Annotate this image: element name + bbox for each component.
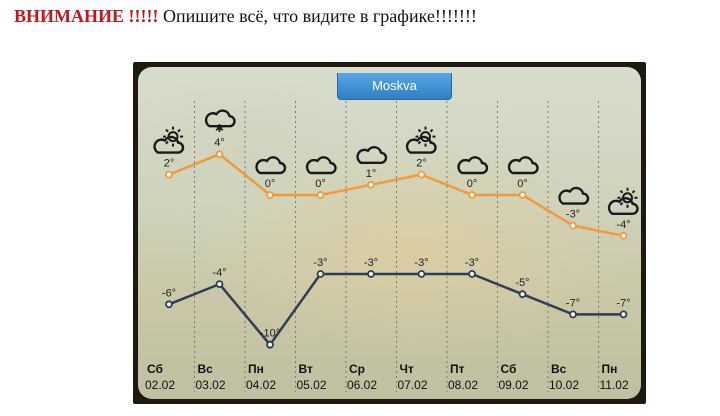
low-temp-label: -4° [212, 267, 226, 279]
high-temp-point [367, 180, 375, 189]
low-temp-line [168, 272, 624, 346]
day-label: Пн [602, 362, 618, 376]
low-temp-point [468, 270, 476, 278]
cloud-icon [305, 156, 337, 175]
low-temp-label: -3° [414, 257, 428, 269]
partly-sunny-icon [405, 126, 437, 154]
day-label: Чт [400, 362, 414, 376]
date-label: 02.02 [145, 378, 175, 392]
low-temp-label: -7° [566, 297, 580, 309]
low-temp-point [619, 310, 628, 319]
low-temp-label: -10° [260, 328, 280, 340]
day-label: Пт [450, 362, 465, 376]
low-temp-label: -3° [465, 257, 479, 269]
high-temp-point [165, 170, 173, 179]
cloud-icon [507, 156, 539, 175]
low-temp-point [215, 280, 224, 289]
high-temp-point [518, 191, 527, 199]
day-label: Вс [198, 362, 214, 376]
high-temp-point [468, 191, 476, 199]
high-temp-label: 1° [366, 168, 377, 180]
high-temp-label: 0° [517, 178, 528, 190]
cloud-icon [255, 156, 287, 175]
day-label: Пн [248, 362, 264, 376]
cloud-icon [356, 146, 388, 164]
low-temp-point [367, 270, 375, 278]
low-temp-point [569, 310, 577, 319]
date-label: 08.02 [448, 378, 478, 392]
snow-cloud-icon: ✱ [204, 109, 236, 135]
date-label: 09.02 [499, 378, 529, 392]
low-temp-label: -3° [364, 257, 378, 269]
weather-widget: ✱ 2° 4° 0° 0° 1° 2° 0° 0° -3° -4° -6° -4° -10° -3° -3° -… [133, 62, 646, 404]
high-temp-label: 2° [416, 158, 427, 170]
instruction-text: Опишите всё, что видите в графике!!!!!!! [158, 6, 477, 26]
low-temp-point [316, 270, 325, 278]
high-temp-line [168, 152, 624, 238]
page-heading: ВНИМАНИЕ !!!!! Опишите всё, что видите в… [14, 6, 477, 27]
warning-label: ВНИМАНИЕ !!!!! [14, 6, 159, 26]
partly-sunny-icon [607, 187, 639, 215]
day-label: Вс [551, 362, 567, 376]
high-temp-label: -3° [566, 209, 580, 221]
day-label: Сб [147, 362, 163, 376]
low-temp-label: -7° [616, 297, 630, 309]
high-temp-point [215, 150, 224, 159]
date-label: 11.02 [600, 378, 629, 392]
date-label: 03.02 [196, 378, 226, 392]
svg-text:✱: ✱ [215, 123, 224, 135]
low-temp-label: -6° [162, 287, 176, 299]
date-label: 07.02 [398, 378, 428, 392]
cloud-icon [457, 156, 489, 175]
low-temp-point [417, 270, 426, 278]
temperature-chart: ✱ 2° 4° 0° 0° 1° 2° 0° 0° -3° -4° -6° -4° -10° -3° -3° -… [145, 101, 639, 392]
day-label: Вт [299, 362, 314, 376]
high-temp-point [266, 191, 274, 199]
high-temp-label: 4° [214, 137, 225, 149]
date-label: 05.02 [297, 378, 327, 392]
low-temp-label: -3° [313, 257, 327, 269]
high-temp-label: -4° [616, 219, 630, 231]
high-temp-point [417, 170, 426, 179]
low-temp-point [518, 290, 527, 299]
date-label: 04.02 [246, 378, 276, 392]
high-temp-label: 0° [315, 178, 326, 190]
cloud-icon [558, 186, 590, 205]
city-tab[interactable]: Moskva [337, 73, 452, 100]
forecast-panel: ✱ 2° 4° 0° 0° 1° 2° 0° 0° -3° -4° -6° -4° -10° -3° -3° -… [138, 67, 641, 399]
low-temp-label: -5° [515, 277, 529, 289]
date-label: 10.02 [549, 378, 579, 392]
date-label: 06.02 [347, 378, 377, 392]
high-temp-label: 0° [265, 178, 276, 190]
partly-sunny-icon [153, 126, 185, 154]
high-temp-point [569, 221, 577, 230]
day-label: Сб [501, 362, 517, 376]
high-temp-label: 2° [164, 158, 175, 170]
high-temp-label: 0° [467, 178, 478, 190]
low-temp-point [165, 300, 173, 309]
day-label: Ср [349, 362, 365, 376]
high-temp-point [316, 191, 325, 199]
high-temp-point [619, 231, 628, 240]
low-temp-point [266, 340, 274, 349]
